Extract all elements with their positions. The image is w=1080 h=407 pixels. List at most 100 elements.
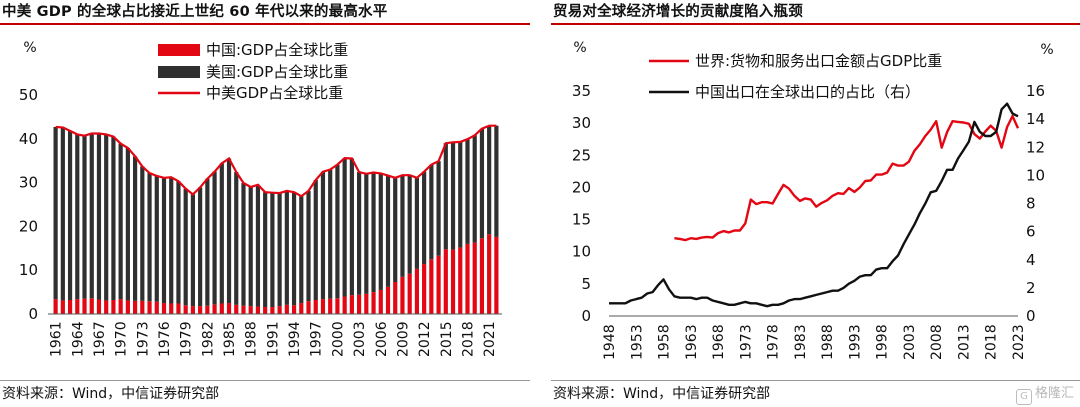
y-tick-label: 20	[19, 217, 38, 235]
line-world-export	[674, 114, 1020, 242]
y-tick-label: 40	[19, 130, 38, 148]
bar-us	[248, 186, 253, 307]
source-note-right: 资料来源：Wind，中信证券研究部	[553, 386, 771, 402]
bar-us	[306, 190, 311, 302]
bar-us	[263, 192, 268, 307]
x-tick-label: 1985	[222, 321, 238, 357]
bar-us	[335, 164, 340, 299]
bar-china	[104, 300, 109, 314]
x-tick-label: 1979	[179, 321, 195, 357]
x-tick-label: 1973	[738, 324, 754, 360]
bar-us	[154, 176, 159, 302]
chart-left-svg: % 0 10 20 30 40 50 1961 1964 1967 1970 1973 1976 1979…	[19, 40, 502, 357]
x-tick-label: 2000	[330, 321, 346, 357]
bar-us	[291, 192, 297, 306]
bar-china	[241, 305, 246, 314]
bar-china	[450, 249, 456, 314]
bar-china	[96, 299, 102, 314]
bar-us	[400, 175, 405, 277]
legend-label-line: 中美GDP占全球比重	[206, 84, 343, 102]
x-tick-label: 1988	[820, 324, 836, 360]
bar-us	[320, 171, 326, 300]
y-tick-label-right: 14	[1026, 110, 1045, 128]
y-tick-label-right: 16	[1026, 82, 1045, 100]
bar-us	[234, 172, 239, 305]
bar-us	[429, 164, 434, 260]
bar-us	[212, 171, 217, 305]
x-tick-label: 1973	[135, 321, 151, 357]
title-underline	[551, 23, 1080, 25]
bar-china	[133, 300, 138, 314]
bar-china	[67, 299, 73, 314]
x-tick-label: 1958	[657, 324, 673, 360]
bar-china	[400, 276, 405, 314]
bar-us	[371, 172, 376, 293]
legend-swatch-us	[158, 66, 200, 78]
bar-china	[111, 299, 116, 314]
bar-china	[291, 305, 297, 314]
bar-china	[342, 296, 347, 314]
bar-china	[270, 306, 275, 314]
bar-china	[89, 298, 94, 314]
bar-china	[385, 286, 391, 314]
x-tick-label: 1967	[92, 321, 108, 357]
x-tick-label: 2003	[352, 321, 368, 357]
bar-china	[414, 268, 419, 314]
bar-china	[183, 305, 188, 314]
y-tick-label-left: 25	[572, 146, 591, 164]
bar-us	[140, 166, 145, 301]
y-tick-label: 50	[19, 86, 38, 104]
bar-us	[436, 161, 441, 256]
y-tick-label-left: 35	[572, 82, 591, 100]
watermark-icon: G	[1015, 389, 1032, 405]
bar-china	[429, 259, 434, 314]
bar-china	[436, 255, 441, 314]
x-tick-label: 2023	[1011, 324, 1027, 360]
bar-china	[154, 301, 159, 314]
x-tick-label: 1978	[766, 324, 782, 360]
line-china-export-share	[609, 102, 1019, 308]
bar-china	[284, 304, 289, 314]
line-china-us	[55, 124, 497, 198]
bar-us	[133, 156, 138, 301]
bar-us	[487, 125, 492, 235]
bar-us	[393, 177, 398, 283]
x-tick-label: 1983	[793, 324, 809, 360]
bar-china	[465, 243, 470, 314]
bar-us	[277, 193, 282, 307]
y-tick-label-left: 20	[572, 178, 591, 196]
x-tick-label: 2013	[956, 324, 972, 360]
y-tick-label-right: 8	[1026, 195, 1036, 213]
chart-right-svg: % % 0 5 10 15 20 25 30 35 0 2 4 6 8 10 12 14 16 1948 1953 195…	[572, 40, 1054, 360]
bar-us	[183, 188, 188, 306]
bar-china	[205, 305, 210, 314]
bar-us	[226, 158, 232, 304]
x-tick-label: 1976	[157, 321, 173, 357]
bar-china	[479, 238, 485, 314]
bar-china	[219, 303, 224, 314]
bar-us	[349, 158, 354, 296]
bar-us	[364, 173, 369, 294]
bar-us	[198, 187, 203, 307]
bar-us	[125, 147, 130, 301]
x-tick-label: 2021	[482, 321, 498, 357]
y-tick-label: 30	[19, 174, 38, 192]
bar-china	[255, 306, 261, 314]
bar-china	[313, 299, 318, 314]
bar-china	[161, 303, 167, 314]
y-tick-label-right: 2	[1026, 279, 1036, 297]
bottom-rule	[0, 380, 530, 381]
chart-title-left: 中美 GDP 的全球占比接近上世纪 60 年代以来的最高水平	[2, 4, 388, 20]
y-tick-label-left: 5	[581, 275, 591, 293]
bar-china	[248, 306, 253, 314]
x-tick-label: 1948	[602, 324, 618, 360]
x-tick-label: 1993	[847, 324, 863, 360]
bar-china	[443, 249, 448, 314]
bar-us	[190, 194, 195, 307]
x-tick-label: 2018	[984, 324, 1000, 360]
y-tick-label-right: 0	[1026, 307, 1036, 325]
bar-us	[176, 181, 181, 304]
bar-china	[212, 304, 217, 314]
bar-us	[284, 190, 289, 305]
bar-china	[263, 306, 268, 314]
